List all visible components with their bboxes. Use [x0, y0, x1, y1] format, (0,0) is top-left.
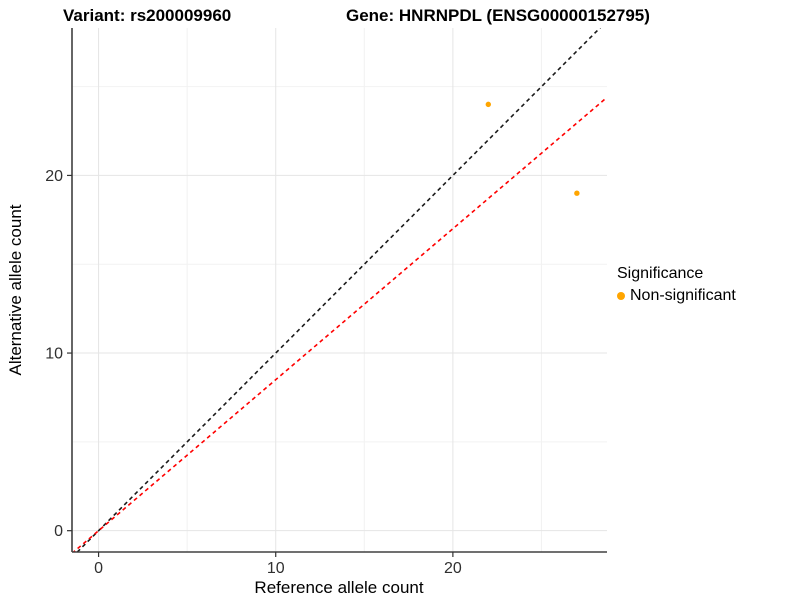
y-tick-label: 10	[45, 346, 63, 363]
data-point	[485, 101, 492, 108]
legend: Significance Non-significant	[617, 265, 736, 305]
x-tick-label: 0	[94, 560, 103, 577]
legend-item: Non-significant	[617, 287, 736, 305]
ratio-line	[72, 96, 607, 552]
x-axis-title: Reference allele count	[254, 578, 424, 597]
variant-title: Variant: rs200009960	[63, 6, 232, 25]
reference-lines-group	[72, 28, 607, 552]
y-axis-title: Alternative allele count	[6, 204, 25, 376]
y-tick-label: 0	[54, 523, 63, 540]
legend-title: Significance	[617, 265, 704, 282]
data-point	[574, 190, 580, 196]
legend-item-label: Non-significant	[630, 287, 736, 304]
gene-title: Gene: HNRNPDL (ENSG00000152795)	[346, 6, 650, 25]
y-tick-label: 20	[45, 168, 63, 185]
x-tick-label: 20	[444, 560, 462, 577]
identity-line	[76, 28, 602, 552]
x-tick-label: 10	[267, 560, 285, 577]
legend-point-icon	[617, 292, 625, 300]
